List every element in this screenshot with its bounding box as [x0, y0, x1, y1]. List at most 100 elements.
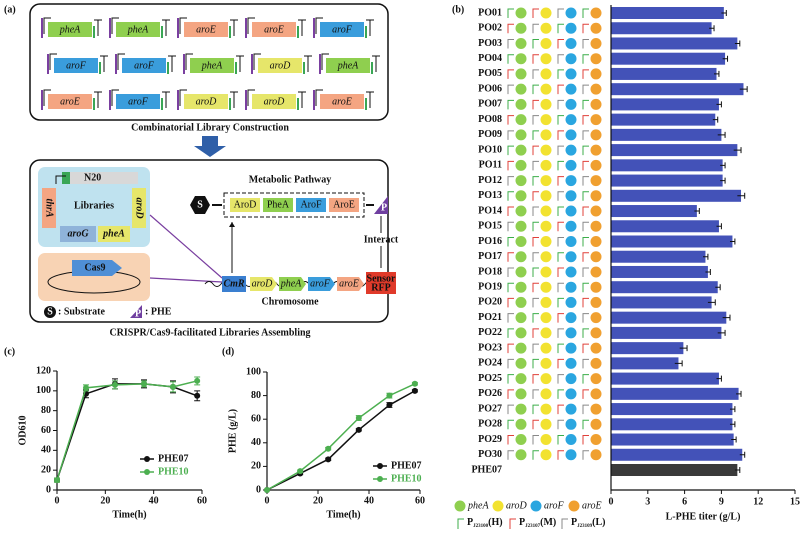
error-bar	[722, 55, 729, 62]
legend-label: aroD	[506, 500, 528, 511]
x-tick-label: 15	[790, 496, 800, 507]
promoter-icon	[557, 389, 564, 399]
gene-label: aroF	[134, 60, 155, 71]
legend-swatch	[454, 500, 466, 512]
category-label: PO28	[478, 419, 502, 430]
y-axis-label: PHE (g/L)	[227, 409, 238, 453]
gene-icon	[565, 312, 577, 324]
legend-label: P	[571, 517, 577, 528]
gene-icon	[515, 144, 527, 156]
bar	[611, 265, 708, 278]
category-label: PO25	[478, 373, 502, 384]
point	[83, 384, 89, 391]
gene-icon	[590, 449, 602, 461]
promoter-icon	[582, 221, 589, 232]
gene-icon	[565, 449, 577, 461]
libraries-title: Libraries	[74, 200, 114, 211]
promoter-arrow	[179, 89, 187, 106]
error-bar	[720, 177, 726, 184]
gene-icon	[540, 403, 552, 415]
gene-icon	[565, 388, 577, 400]
error-bar	[674, 360, 683, 367]
gene-label: aroE	[196, 24, 216, 35]
promoter-icon	[557, 267, 564, 277]
legend-swatch	[530, 500, 542, 512]
site-bar	[93, 26, 95, 38]
gene-label: aroD	[270, 60, 292, 71]
category-label: PO09	[478, 129, 502, 140]
promoter-icon	[582, 419, 589, 430]
point	[112, 381, 118, 388]
promoter-icon	[507, 221, 514, 232]
terminator	[94, 19, 102, 36]
point	[264, 487, 270, 493]
promoter-icon	[557, 23, 564, 34]
gene-icon	[590, 37, 602, 49]
bar	[611, 448, 743, 461]
promoter-icon	[507, 450, 514, 460]
axes	[610, 5, 795, 491]
promoter-icon	[532, 130, 539, 140]
gene-icon	[540, 342, 552, 354]
gene-icon	[590, 159, 602, 171]
gene-icon	[540, 296, 552, 308]
promoter-icon	[507, 38, 514, 49]
error-bar	[717, 329, 726, 336]
gene-label: aroE	[60, 96, 80, 107]
promoter-icon	[557, 160, 564, 171]
site-bar	[313, 18, 315, 38]
promoter-icon	[532, 419, 539, 430]
site-bar	[229, 26, 231, 38]
gene-icon	[565, 220, 577, 232]
bar	[611, 357, 679, 370]
cas9-gene	[72, 260, 122, 276]
bar	[611, 174, 723, 187]
site-bar	[235, 62, 237, 74]
gene-icon	[590, 175, 602, 187]
error-bar	[694, 208, 700, 215]
gene-icon	[540, 312, 552, 324]
gene-icon	[565, 296, 577, 308]
promoter-icon	[557, 237, 564, 247]
gene-icon	[565, 281, 577, 293]
promoter-icon	[582, 191, 589, 201]
gene-icon	[515, 373, 527, 385]
promoter-icon	[582, 252, 589, 262]
x-tick-label: 6	[682, 496, 687, 507]
promoter-icon	[532, 99, 539, 110]
x-axis-label: L-PHE titer (g/L)	[666, 511, 741, 522]
legend-label: PHE07	[158, 453, 189, 464]
arrowhead	[229, 222, 235, 227]
promoter-icon	[582, 115, 589, 125]
error-bar	[737, 192, 746, 199]
bar	[611, 144, 738, 157]
gene-icon	[540, 159, 552, 171]
gene-icon	[590, 98, 602, 110]
gene-block	[252, 94, 296, 109]
gene-block	[132, 188, 146, 228]
promoter-icon	[557, 130, 564, 140]
site-bar	[177, 90, 179, 110]
promoter-icon	[582, 313, 589, 323]
promoter-icon	[557, 358, 564, 369]
gene-icon	[540, 83, 552, 95]
promoter-icon	[507, 99, 514, 110]
enzyme-label: AroD	[234, 199, 257, 210]
gene-icon	[515, 22, 527, 34]
category-label: PO06	[478, 83, 502, 94]
terminator	[366, 91, 374, 108]
promoter-arrow	[315, 89, 323, 106]
point	[170, 383, 176, 390]
legend-swatch	[568, 500, 580, 512]
gene-icon	[540, 22, 552, 34]
promoter-icon	[507, 404, 514, 415]
x-tick-label: 20	[313, 495, 323, 506]
x-tick-label: 12	[753, 496, 763, 507]
gene-icon	[515, 129, 527, 141]
gene-icon	[590, 281, 602, 293]
promoter-icon	[557, 221, 564, 232]
site-bar	[371, 62, 373, 74]
gene-icon	[590, 373, 602, 385]
site-bar	[319, 54, 321, 74]
